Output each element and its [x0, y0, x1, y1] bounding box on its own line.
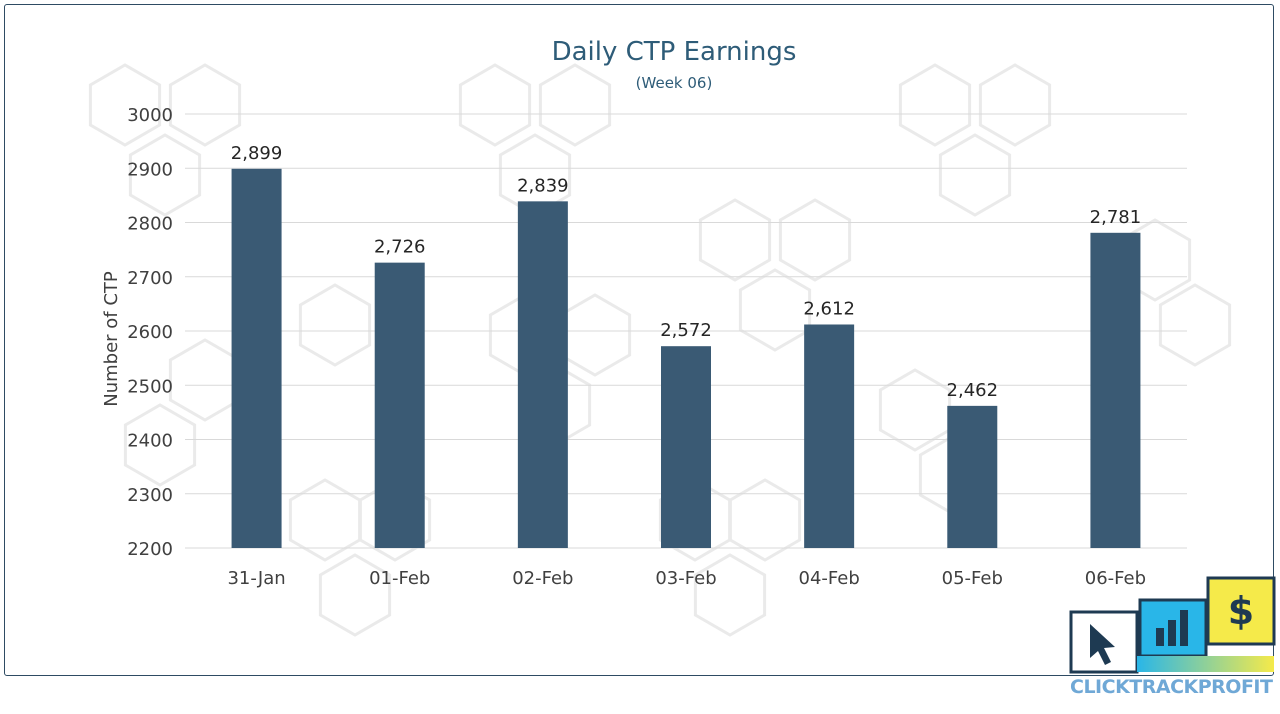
y-tick-label: 2400 [127, 431, 173, 452]
data-label: 2,612 [803, 298, 855, 319]
y-tick-label: 2600 [127, 322, 173, 343]
watermark-hexagon [728, 478, 802, 562]
watermark-hexagon [693, 553, 767, 637]
watermark-hexagon [128, 133, 202, 217]
y-axis-ticks: 2200 2300 2400 2500 2600 2700 2800 2900 3000 [127, 105, 173, 560]
watermark-hexagon [778, 198, 852, 282]
x-tick-label: 01-Feb [369, 568, 430, 589]
logo-wordmark: CLICKTRACKPROFIT [1070, 676, 1273, 698]
y-axis-label: Number of CTP [101, 271, 122, 407]
watermark-hexagon [168, 63, 242, 147]
x-tick-label: 02-Feb [512, 568, 573, 589]
y-tick-label: 2900 [127, 159, 173, 180]
bar-31-Jan [231, 168, 282, 549]
y-tick-label: 2500 [127, 376, 173, 397]
watermark-hexagon [318, 553, 392, 637]
data-label: 2,899 [231, 143, 283, 164]
watermark-hexagon [298, 283, 372, 367]
x-tick-label: 31-Jan [227, 568, 285, 589]
bars [231, 168, 1141, 549]
data-label: 2,839 [517, 175, 569, 196]
y-tick-label: 2700 [127, 268, 173, 289]
watermark-hexagon [123, 403, 197, 487]
bar-04-Feb [804, 324, 855, 548]
x-tick-label: 06-Feb [1085, 568, 1146, 589]
watermark-hexagon [558, 293, 632, 377]
watermark-hexagon [738, 268, 812, 352]
x-tick-label: 03-Feb [655, 568, 716, 589]
chart-area: 2200 2300 2400 2500 2600 2700 2800 2900 3000 31-… [88, 37, 1232, 637]
x-tick-label: 05-Feb [942, 568, 1003, 589]
watermark-hexagon [1158, 283, 1232, 367]
y-tick-label: 2800 [127, 214, 173, 235]
watermark-hexagon [168, 338, 242, 422]
watermark-hexagon [538, 63, 612, 147]
bar-03-Feb [661, 346, 711, 548]
watermark-hexagon [878, 368, 952, 452]
watermark-hexagon [898, 63, 972, 147]
chart-frame: 2200 2300 2400 2500 2600 2700 2800 2900 3000 31-… [4, 4, 1274, 676]
x-axis-ticks: 31-Jan 01-Feb 02-Feb 03-Feb 04-Feb 05-Feb 06-F… [227, 568, 1146, 589]
x-tick-label: 04-Feb [799, 568, 860, 589]
watermark-hexagon [698, 198, 772, 282]
chart-subtitle: (Week 06) [636, 74, 713, 92]
watermark-hexagon [458, 63, 532, 147]
bar-06-Feb [1090, 232, 1141, 548]
bar-05-Feb [947, 405, 998, 548]
watermark-hexagon [88, 63, 162, 147]
dollar-icon: $ [1228, 589, 1254, 633]
clicktrackprofit-logo: $ CLICKTRACKPROFIT [1062, 576, 1280, 709]
y-tick-label: 2300 [127, 485, 173, 506]
y-tick-label: 2200 [127, 539, 173, 560]
bar-01-Feb [374, 262, 425, 548]
chart-title: Daily CTP Earnings [552, 37, 797, 67]
watermark-hexagon [358, 478, 432, 562]
data-label: 2,462 [947, 380, 999, 401]
data-label: 2,572 [660, 320, 712, 341]
data-label: 2,781 [1090, 207, 1142, 228]
watermark-hexagon [978, 63, 1052, 147]
bar-chart-icon [1156, 610, 1188, 646]
y-tick-label: 3000 [127, 105, 173, 126]
cursor-icon [1090, 624, 1115, 665]
watermark-hexagon [938, 133, 1012, 217]
data-label: 2,726 [374, 237, 426, 258]
bar-02-Feb [517, 201, 568, 548]
data-labels: 2,899 2,726 2,839 2,572 2,612 2,462 2,781 [231, 143, 1141, 401]
